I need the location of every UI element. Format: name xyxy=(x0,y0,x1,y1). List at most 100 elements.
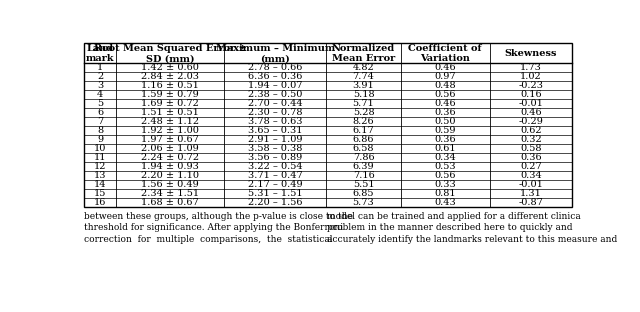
Text: 5: 5 xyxy=(97,99,103,108)
Text: 6.58: 6.58 xyxy=(353,144,374,153)
Text: 7.86: 7.86 xyxy=(353,153,374,162)
Text: 0.36: 0.36 xyxy=(434,108,456,117)
Text: -0.29: -0.29 xyxy=(518,117,543,126)
Text: 8.26: 8.26 xyxy=(353,117,374,126)
Text: 0.36: 0.36 xyxy=(520,153,541,162)
Text: 4.82: 4.82 xyxy=(353,63,374,72)
Text: 0.32: 0.32 xyxy=(520,135,541,144)
Text: 1.16 ± 0.51: 1.16 ± 0.51 xyxy=(141,81,199,90)
Text: 0.59: 0.59 xyxy=(435,126,456,135)
Text: 7.16: 7.16 xyxy=(353,171,374,180)
Text: 2.78 – 0.66: 2.78 – 0.66 xyxy=(248,63,303,72)
Text: 6.36 – 0.36: 6.36 – 0.36 xyxy=(248,72,303,81)
Text: 0.16: 0.16 xyxy=(520,90,541,99)
Text: 1.31: 1.31 xyxy=(520,189,541,198)
Text: Maximum – Minimum
(mm): Maximum – Minimum (mm) xyxy=(216,44,335,63)
Text: Coefficient of
Variation: Coefficient of Variation xyxy=(408,44,482,63)
Text: 3.91: 3.91 xyxy=(353,81,374,90)
Text: 1.68 ± 0.67: 1.68 ± 0.67 xyxy=(141,198,199,207)
Text: 5.71: 5.71 xyxy=(353,99,374,108)
Text: 1.94 – 0.07: 1.94 – 0.07 xyxy=(248,81,303,90)
Text: 0.97: 0.97 xyxy=(434,72,456,81)
Text: 16: 16 xyxy=(94,198,106,207)
Text: 3: 3 xyxy=(97,81,103,90)
Text: 1.02: 1.02 xyxy=(520,72,541,81)
Text: 0.58: 0.58 xyxy=(520,144,541,153)
Text: 0.43: 0.43 xyxy=(434,198,456,207)
Text: 2.34 ± 1.51: 2.34 ± 1.51 xyxy=(141,189,199,198)
Text: 2.30 – 0.78: 2.30 – 0.78 xyxy=(248,108,303,117)
Text: 0.62: 0.62 xyxy=(520,126,541,135)
Text: 0.48: 0.48 xyxy=(434,81,456,90)
Text: 0.81: 0.81 xyxy=(434,189,456,198)
Text: 2.20 ± 1.10: 2.20 ± 1.10 xyxy=(141,171,199,180)
Text: 0.56: 0.56 xyxy=(435,90,456,99)
Text: 2.20 – 1.56: 2.20 – 1.56 xyxy=(248,198,303,207)
Text: 2.17 – 0.49: 2.17 – 0.49 xyxy=(248,180,303,189)
Text: 0.46: 0.46 xyxy=(520,108,541,117)
Text: 1.97 ± 0.67: 1.97 ± 0.67 xyxy=(141,135,199,144)
Text: 0.61: 0.61 xyxy=(434,144,456,153)
Text: 6.86: 6.86 xyxy=(353,135,374,144)
Text: 2.48 ± 1.12: 2.48 ± 1.12 xyxy=(141,117,199,126)
Text: 0.56: 0.56 xyxy=(435,171,456,180)
Text: 2.91 – 1.09: 2.91 – 1.09 xyxy=(248,135,303,144)
Text: 5.18: 5.18 xyxy=(353,90,374,99)
Text: 7.74: 7.74 xyxy=(353,72,374,81)
Text: 5.31 – 1.51: 5.31 – 1.51 xyxy=(248,189,303,198)
Text: 1.73: 1.73 xyxy=(520,63,541,72)
Text: 1.69 ± 0.72: 1.69 ± 0.72 xyxy=(141,99,199,108)
Text: 5.73: 5.73 xyxy=(353,198,374,207)
Text: 14: 14 xyxy=(94,180,106,189)
Text: Normalized
Mean Error: Normalized Mean Error xyxy=(332,44,395,63)
Text: 15: 15 xyxy=(94,189,106,198)
Text: 6: 6 xyxy=(97,108,103,117)
Text: 9: 9 xyxy=(97,135,103,144)
Text: 2.38 – 0.50: 2.38 – 0.50 xyxy=(248,90,303,99)
Text: Skewness: Skewness xyxy=(504,49,557,58)
Text: Root Mean Squared Error ±
SD (mm): Root Mean Squared Error ± SD (mm) xyxy=(94,44,246,63)
Text: -0.01: -0.01 xyxy=(518,99,543,108)
Text: 4: 4 xyxy=(97,90,103,99)
Text: 5.51: 5.51 xyxy=(353,180,374,189)
Text: model can be trained and applied for a different clinica
problem in the manner d: model can be trained and applied for a d… xyxy=(326,212,617,244)
Text: 3.22 – 0.54: 3.22 – 0.54 xyxy=(248,162,303,171)
Text: 2: 2 xyxy=(97,72,103,81)
Text: -0.23: -0.23 xyxy=(518,81,543,90)
Text: 3.78 – 0.63: 3.78 – 0.63 xyxy=(248,117,303,126)
Text: 6.39: 6.39 xyxy=(353,162,374,171)
Text: 2.70 – 0.44: 2.70 – 0.44 xyxy=(248,99,303,108)
Text: 2.06 ± 1.09: 2.06 ± 1.09 xyxy=(141,144,199,153)
Text: -0.87: -0.87 xyxy=(518,198,543,207)
Text: 3.56 – 0.89: 3.56 – 0.89 xyxy=(248,153,302,162)
Text: 8: 8 xyxy=(97,126,103,135)
Text: 0.53: 0.53 xyxy=(434,162,456,171)
Text: 3.65 – 0.31: 3.65 – 0.31 xyxy=(248,126,303,135)
Text: -0.01: -0.01 xyxy=(518,180,543,189)
Text: 0.50: 0.50 xyxy=(435,117,456,126)
Text: 1.42 ± 0.60: 1.42 ± 0.60 xyxy=(141,63,199,72)
Text: 2.84 ± 2.03: 2.84 ± 2.03 xyxy=(141,72,199,81)
Text: between these groups, although the p-value is close to the
threshold for signifi: between these groups, although the p-val… xyxy=(84,212,353,244)
Text: 0.34: 0.34 xyxy=(434,153,456,162)
Text: 1.56 ± 0.49: 1.56 ± 0.49 xyxy=(141,180,199,189)
Text: 12: 12 xyxy=(94,162,106,171)
Text: 0.46: 0.46 xyxy=(434,63,456,72)
Text: 5.28: 5.28 xyxy=(353,108,374,117)
Text: 7: 7 xyxy=(97,117,103,126)
Text: 0.34: 0.34 xyxy=(520,171,541,180)
Text: 6.85: 6.85 xyxy=(353,189,374,198)
Text: 1.51 ± 0.51: 1.51 ± 0.51 xyxy=(141,108,199,117)
Text: 0.33: 0.33 xyxy=(434,180,456,189)
Text: 0.27: 0.27 xyxy=(520,162,541,171)
Text: 0.46: 0.46 xyxy=(434,99,456,108)
Text: 1: 1 xyxy=(97,63,103,72)
Text: Land
mark: Land mark xyxy=(86,44,115,63)
Text: 11: 11 xyxy=(94,153,106,162)
Text: 13: 13 xyxy=(94,171,106,180)
Text: 3.71 – 0.47: 3.71 – 0.47 xyxy=(248,171,303,180)
Text: 10: 10 xyxy=(94,144,106,153)
Text: 6.17: 6.17 xyxy=(353,126,374,135)
Text: 2.24 ± 0.72: 2.24 ± 0.72 xyxy=(141,153,199,162)
Text: 1.94 ± 0.93: 1.94 ± 0.93 xyxy=(141,162,199,171)
